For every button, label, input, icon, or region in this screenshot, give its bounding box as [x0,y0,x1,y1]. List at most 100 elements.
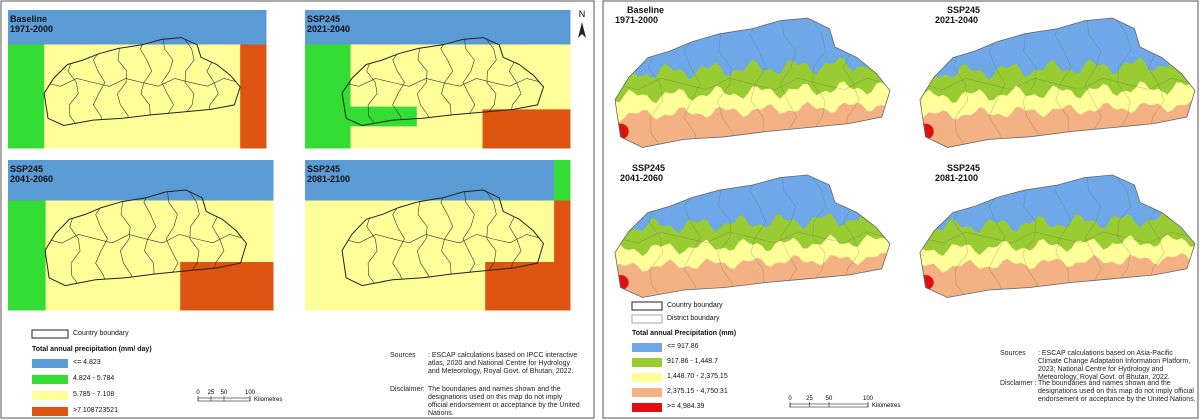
grid-cell [8,200,46,311]
panel-border [602,0,1199,419]
precip-layer [615,175,890,298]
legend-title: Total annual Precipitation (mm) [632,330,737,337]
grid-cell [305,160,555,201]
grid-cell [8,10,267,45]
north-arrow [578,22,586,38]
legend-swatch [32,375,68,384]
district-boundary [165,190,179,286]
district-boundary [1022,175,1039,298]
grid-cell [8,160,274,201]
legend-swatch [632,403,662,412]
district-boundary [717,18,734,148]
scale-unit: Kilometres [872,403,900,409]
legend-label: >= 4,984.39 [667,403,705,410]
district-boundary [342,234,544,244]
district-boundary [615,231,890,244]
district-boundary [342,78,544,87]
district-boundary [1084,175,1102,298]
scale-label: 50 [221,390,228,396]
scale-label: 100 [863,396,874,402]
map-period: 2021-2040 [935,15,979,25]
country-boundary [44,189,248,287]
legend-label: 1,448.70 - 2,375.15 [667,373,728,380]
district-boundary [615,77,890,91]
scale-label: 25 [806,396,813,402]
district-boundary [143,190,157,286]
map-period: 2081-2100 [935,173,979,183]
country-boundary [341,37,545,127]
disclaimer-label: Disclaimer: [390,386,425,393]
precip-layer [920,175,1195,298]
sources-text: : ESCAP calculations based on IPCC inter… [428,352,578,375]
scale-unit: Kilometres [254,397,282,403]
district-boundary [920,231,1195,244]
district-boundary [117,37,129,126]
scale-label: 25 [208,390,215,396]
legend-swatch [632,373,662,382]
district-boundary [749,175,767,298]
map-title: SSP245 [307,14,341,24]
district-boundary [44,78,241,87]
legend-title: Total annual precipitation (mm/ day) [32,346,152,353]
legend-label: <= 917.86 [667,343,699,350]
country-boundary [919,174,1196,298]
district-boundary [416,37,429,126]
map-title: SSP245 [947,163,981,173]
legend-label: District boundary [667,315,720,322]
scale-label: 100 [245,390,256,396]
map-title: SSP245 [947,5,981,15]
grid-cell [8,44,45,149]
legend-label: Country boundary [73,330,129,337]
grid-cell [180,262,274,311]
district-boundary [1054,175,1072,298]
district-boundary [462,37,476,126]
legend-label: <= 4.823 [73,359,101,366]
district-boundary [717,175,734,298]
district-boundary [161,37,174,126]
map-title: SSP245 [307,164,341,174]
map-period: 1971-2000 [10,24,54,34]
district-boundary [416,190,429,286]
grid-cell [240,44,267,149]
map-period: 2081-2100 [307,174,351,184]
country-boundary [919,17,1196,148]
scale-label: 0 [196,390,200,396]
legend-boundary-symbol [31,329,69,339]
district-layer [342,190,544,286]
map-title: SSP245 [10,164,44,174]
precip-layer [920,18,1195,148]
disclaimer-text: The boundaries and names shown and the d… [428,386,580,417]
legend-boundary-symbol [631,314,663,324]
map-title: SSP245 [632,163,666,173]
district-boundary [779,175,797,298]
map-title: Baseline [627,5,665,15]
district-boundary [749,18,767,148]
district-boundary [440,37,454,126]
north-label: N [579,9,586,19]
legend-boundary-symbol [631,301,663,311]
grid-cell [554,160,571,201]
district-boundary [1022,18,1039,148]
sources-text: : ESCAP calculations based on Asia-Pacif… [1038,350,1191,381]
grid-cell [305,44,351,149]
district-boundary [779,18,797,148]
scale-label: 50 [826,396,833,402]
scale-label: 0 [788,396,792,402]
country-boundary [43,37,241,127]
legend-swatch [32,359,68,368]
map-period: 1971-2000 [615,15,659,25]
country-boundary [614,17,891,148]
map-period: 2041-2060 [620,173,664,183]
panel-border [0,0,595,419]
legend-swatch [632,388,662,397]
legend-label: 5.785 - 7.108 [73,391,115,398]
country-boundary [614,174,891,298]
legend-swatch [632,343,662,352]
sources-label: Sources [390,352,416,359]
map-period: 2041-2060 [10,174,54,184]
district-boundary [1084,18,1102,148]
grid-cell [350,106,417,127]
map-period: 2021-2040 [307,24,351,34]
precip-layer [615,18,890,148]
